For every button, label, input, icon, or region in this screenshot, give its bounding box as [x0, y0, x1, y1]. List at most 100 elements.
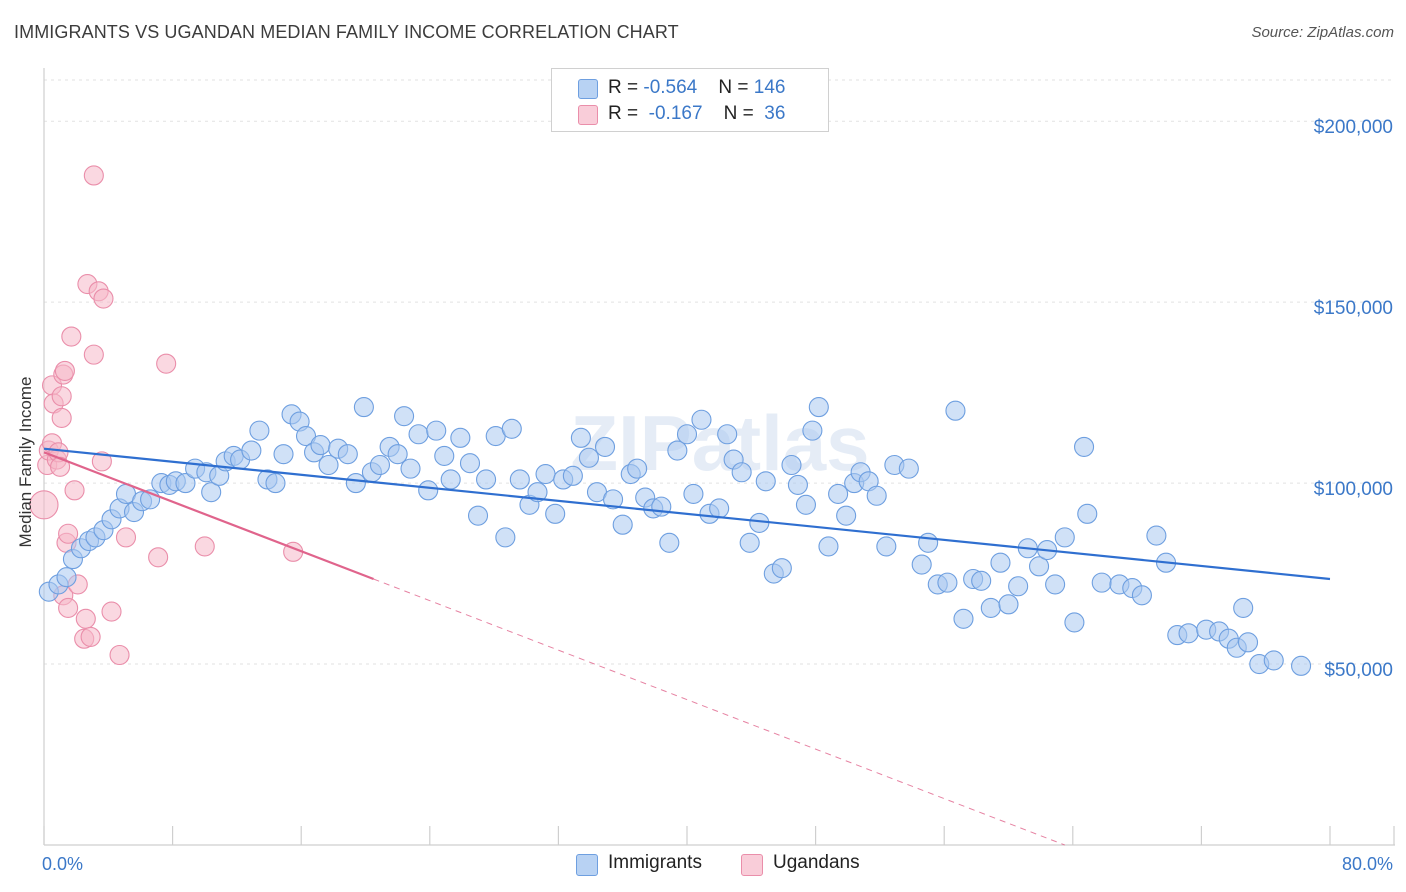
ugandan-point — [64, 480, 85, 501]
ugandan-point — [194, 536, 215, 557]
immigrant-point — [836, 505, 857, 526]
ugandan-point — [50, 456, 71, 477]
ugandan-point — [93, 288, 114, 309]
immigrant-point — [808, 397, 829, 418]
immigrant-point — [450, 427, 471, 448]
immigrant-point — [400, 458, 421, 479]
ugandan-point — [101, 601, 122, 622]
bottom-legend-label-immigrants: Immigrants — [608, 852, 702, 873]
immigrant-point — [731, 462, 752, 483]
immigrant-point — [911, 554, 932, 575]
immigrant-point — [795, 494, 817, 515]
y-tick-label: $200,000 — [1314, 117, 1393, 138]
legend-r-value: -0.564 — [643, 77, 698, 98]
immigrant-point — [337, 444, 358, 465]
immigrant-point — [1178, 623, 1199, 644]
immigrant-point — [971, 570, 992, 591]
immigrant-point — [691, 409, 712, 430]
immigrant-point — [369, 454, 391, 476]
y-tick-labels: $50,000 $100,000 $150,000 $200,000 — [1314, 117, 1393, 681]
immigrant-point — [394, 406, 415, 427]
immigrant-point — [953, 608, 974, 629]
immigrant-point — [866, 485, 887, 506]
trend-lines — [43, 447, 1331, 846]
x-tick-label-max: 80.0% — [1342, 854, 1393, 874]
x-tick-label-min: 0.0% — [42, 854, 83, 874]
immigrant-point — [1233, 597, 1254, 619]
legend-r-label: R = — [608, 77, 644, 98]
immigrant-point — [387, 444, 408, 465]
immigrant-point — [495, 527, 516, 548]
immigrant-point — [1146, 525, 1167, 546]
immigrant-point — [273, 444, 294, 465]
legend-swatch-immigrants — [578, 79, 598, 99]
immigrant-point — [667, 440, 688, 461]
legend-r-label: R = — [608, 103, 644, 124]
immigrant-point — [998, 594, 1019, 615]
immigrant-point — [527, 482, 548, 503]
correlation-legend: R = -0.564 N = 146 R = -0.167 N = 36 — [551, 68, 829, 132]
immigrant-point — [612, 514, 633, 535]
immigrant-point — [295, 425, 317, 447]
immigrant-point — [1045, 574, 1066, 595]
immigrant-point — [418, 480, 439, 501]
immigrant-point — [408, 424, 429, 445]
immigrant-point — [990, 552, 1011, 573]
ugandan-point — [51, 407, 72, 429]
immigrant-point — [1237, 632, 1259, 653]
immigrant-point — [818, 536, 839, 557]
legend-r-value: -0.167 — [643, 103, 703, 124]
y-tick-label: $100,000 — [1314, 479, 1393, 500]
legend-n-value: 36 — [759, 103, 786, 124]
immigrant-point — [578, 447, 599, 468]
immigrant-point — [1054, 527, 1075, 548]
immigrant-point — [945, 400, 966, 421]
legend-n-value: 146 — [753, 77, 786, 98]
ugandan-point — [29, 490, 59, 520]
immigrant-point — [739, 532, 760, 553]
bottom-legend-swatch-immigrants — [576, 854, 598, 876]
immigrant-point — [440, 469, 461, 490]
ugandan-point — [91, 451, 112, 472]
immigrant-point — [918, 532, 939, 553]
immigrant-point — [627, 458, 648, 479]
immigrant-point — [509, 469, 530, 490]
ugandans-trend-extension — [373, 578, 1065, 846]
immigrant-point — [56, 567, 77, 588]
immigrant-point — [535, 463, 556, 485]
legend-row-immigrants: R = -0.564 N = 146 — [578, 77, 785, 101]
ugandan-point — [156, 353, 177, 374]
ugandan-point — [58, 597, 79, 619]
immigrant-point — [426, 420, 447, 441]
immigrant-point — [310, 435, 331, 456]
ugandan-point — [148, 547, 169, 568]
immigrant-point — [717, 424, 738, 445]
immigrant-point — [353, 397, 374, 418]
immigrant-point — [1008, 576, 1029, 597]
ugandan-point — [75, 608, 96, 629]
immigrant-point — [1091, 572, 1112, 593]
ugandan-point — [54, 360, 75, 381]
immigrant-point — [876, 536, 897, 557]
immigrant-point — [802, 420, 823, 441]
legend-n-label: N = — [723, 103, 760, 124]
bottom-legend-label-ugandans: Ugandans — [773, 852, 860, 873]
immigrant-point — [659, 532, 680, 553]
immigrant-point — [175, 473, 196, 494]
ugandan-point — [83, 165, 104, 186]
legend-row-ugandans: R = -0.167 N = 36 — [578, 103, 785, 127]
immigrants-trend-line — [43, 447, 1331, 581]
immigrant-point — [651, 496, 672, 517]
ugandan-point — [80, 626, 101, 647]
legend-n-label: N = — [718, 77, 754, 98]
immigrant-point — [781, 454, 802, 476]
immigrant-point — [249, 420, 270, 441]
immigrant-point — [318, 454, 339, 476]
immigrant-point — [603, 489, 624, 510]
immigrant-point — [570, 427, 591, 448]
ugandan-point — [115, 527, 137, 548]
bottom-legend-swatch-ugandans — [741, 854, 763, 876]
chart-title: IMMIGRANTS VS UGANDAN MEDIAN FAMILY INCO… — [14, 22, 679, 42]
immigrant-point — [1064, 612, 1085, 633]
